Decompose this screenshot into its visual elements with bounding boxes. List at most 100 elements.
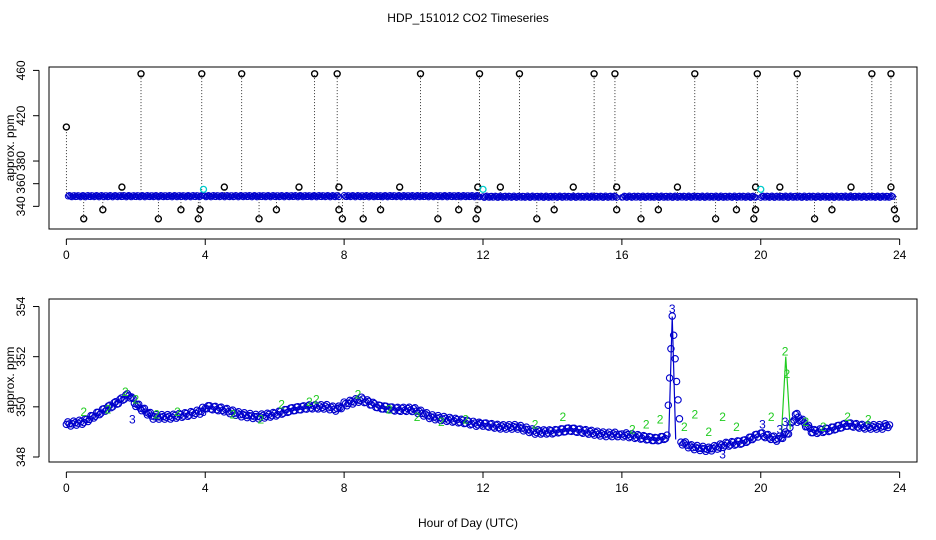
x-tick-label-12: 12 bbox=[476, 481, 490, 495]
spike-point-27 bbox=[776, 183, 784, 191]
x-tick-label-24: 24 bbox=[893, 481, 907, 495]
spike-point-19 bbox=[335, 183, 343, 191]
baseline-point bbox=[279, 192, 287, 200]
baseline-point bbox=[170, 192, 177, 200]
y-axis-label-bottom: approx. ppm bbox=[3, 347, 17, 414]
baseline-point bbox=[727, 193, 735, 200]
x-tick-label-4: 4 bbox=[202, 481, 209, 495]
low-point-6 bbox=[255, 215, 263, 223]
spike-point-6 bbox=[416, 70, 425, 78]
spike-point-13 bbox=[793, 70, 801, 78]
spike-point-8 bbox=[515, 70, 524, 78]
ch3-point bbox=[126, 394, 134, 402]
ch3-marker-7: 3 bbox=[777, 422, 784, 436]
baseline-point bbox=[186, 192, 193, 200]
spike-point-16 bbox=[118, 183, 126, 191]
ch3-point bbox=[236, 410, 244, 419]
low-point-11 bbox=[376, 206, 385, 214]
baseline-point bbox=[309, 193, 317, 200]
low-point-21 bbox=[711, 215, 720, 223]
ch3-marker-4: 3 bbox=[669, 302, 676, 316]
baseline-point bbox=[711, 193, 719, 201]
baseline-point bbox=[236, 192, 243, 200]
baseline-point bbox=[668, 193, 675, 200]
baseline-point bbox=[453, 193, 461, 200]
baseline-point bbox=[482, 193, 489, 200]
ch2-marker-9: 2 bbox=[306, 395, 313, 409]
low-point-20 bbox=[654, 206, 663, 214]
x-tick-label-12: 12 bbox=[476, 248, 490, 262]
ch3-point bbox=[129, 394, 137, 403]
ch3-marker-2: 3 bbox=[336, 400, 343, 414]
x-tick-label-16: 16 bbox=[615, 248, 629, 262]
ch2-marker-5: 2 bbox=[174, 405, 181, 419]
ch2-marker-23: 2 bbox=[705, 425, 712, 439]
ch2-marker-27: 2 bbox=[782, 345, 789, 359]
spike-point-10 bbox=[611, 70, 619, 78]
spike-point-20 bbox=[395, 183, 404, 191]
baseline-point bbox=[525, 193, 533, 200]
spike-point-7 bbox=[475, 70, 484, 78]
baseline-point bbox=[829, 193, 837, 200]
ch3-point bbox=[615, 430, 623, 439]
ch2-marker-1: 2 bbox=[105, 402, 112, 416]
ch3-point bbox=[672, 377, 681, 386]
ch3-point bbox=[116, 395, 124, 404]
baseline-point bbox=[440, 193, 447, 200]
marks-top bbox=[62, 70, 900, 223]
baseline-point bbox=[456, 192, 463, 200]
baseline-point bbox=[295, 192, 303, 200]
ch2-marker-14: 2 bbox=[438, 415, 445, 429]
ch2-marker-16: 2 bbox=[532, 417, 539, 431]
x-axis-top: 0 4 8 12 16 20 24 bbox=[63, 238, 907, 262]
baseline-point bbox=[697, 193, 705, 201]
ch3-point bbox=[798, 415, 807, 424]
x-tick-label-20: 20 bbox=[754, 248, 768, 262]
baseline-point bbox=[110, 192, 118, 200]
baseline-point bbox=[886, 193, 894, 201]
baseline-point bbox=[80, 192, 88, 200]
baseline-point bbox=[325, 192, 333, 200]
baseline-point bbox=[458, 192, 466, 200]
baseline-point bbox=[638, 193, 645, 201]
baseline-point bbox=[523, 193, 530, 201]
baseline-point bbox=[153, 192, 161, 200]
ch2-marker-26: 2 bbox=[768, 410, 775, 424]
spike-point-4 bbox=[310, 70, 319, 78]
ch3-point bbox=[885, 421, 894, 429]
low-point-16 bbox=[533, 215, 541, 223]
x-tick-label-4: 4 bbox=[202, 248, 209, 262]
baseline-point bbox=[407, 193, 415, 200]
ch3-point bbox=[661, 434, 670, 443]
spike-point-29 bbox=[887, 183, 895, 191]
baseline-point bbox=[557, 193, 565, 201]
ch3-point bbox=[127, 393, 136, 401]
baseline-point bbox=[622, 193, 629, 200]
baseline-point bbox=[743, 193, 751, 201]
ch3-point bbox=[336, 403, 344, 412]
baseline-point bbox=[383, 192, 390, 200]
x-tick-label-16: 16 bbox=[615, 481, 629, 495]
low-point-26 bbox=[828, 206, 836, 214]
spike-point-11 bbox=[691, 70, 699, 78]
baseline-point bbox=[277, 193, 284, 200]
x-tick-label-8: 8 bbox=[341, 248, 348, 262]
ch3-peak-line bbox=[668, 316, 677, 440]
y-tick-label-350: 350 bbox=[14, 396, 28, 416]
ch3-point bbox=[594, 430, 603, 438]
ch2-marker-7: 2 bbox=[257, 412, 264, 426]
baseline-point bbox=[568, 193, 576, 201]
ch2-marker-11: 2 bbox=[355, 387, 362, 401]
baseline-point bbox=[183, 192, 191, 200]
low-point-13 bbox=[454, 206, 463, 214]
baseline-point bbox=[799, 193, 807, 201]
baseline-point bbox=[571, 193, 578, 201]
ch3-point bbox=[664, 401, 673, 409]
ch2-marker-24: 2 bbox=[719, 410, 726, 424]
y-tick-label-352: 352 bbox=[14, 346, 28, 366]
baseline-point bbox=[541, 193, 549, 200]
baseline-point bbox=[364, 192, 372, 200]
baseline-point bbox=[612, 193, 619, 200]
baseline-point bbox=[396, 192, 404, 200]
